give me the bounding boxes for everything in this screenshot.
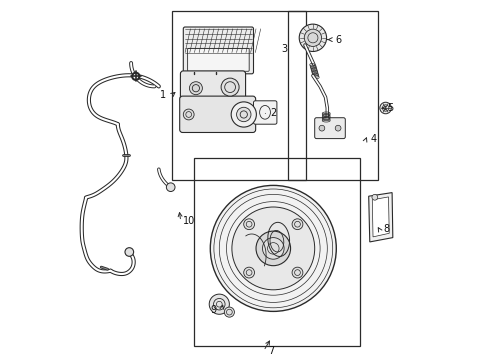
Text: 6: 6 <box>334 35 341 45</box>
Circle shape <box>166 183 175 192</box>
FancyBboxPatch shape <box>187 48 249 71</box>
Text: 8: 8 <box>383 224 389 234</box>
Text: 5: 5 <box>386 103 393 113</box>
Circle shape <box>210 185 336 311</box>
Text: 1: 1 <box>160 90 166 100</box>
Circle shape <box>231 102 256 127</box>
Polygon shape <box>371 197 388 237</box>
Circle shape <box>243 219 254 230</box>
Bar <box>287 11 377 180</box>
Polygon shape <box>368 193 392 242</box>
Circle shape <box>291 267 302 278</box>
Circle shape <box>189 82 202 95</box>
Text: 7: 7 <box>268 346 274 356</box>
Text: 2: 2 <box>270 108 276 118</box>
Text: 9: 9 <box>210 305 217 315</box>
Circle shape <box>236 107 250 122</box>
Circle shape <box>125 248 133 256</box>
Circle shape <box>231 207 314 290</box>
Circle shape <box>299 24 326 51</box>
Circle shape <box>243 267 254 278</box>
Circle shape <box>371 194 377 200</box>
Circle shape <box>209 294 229 314</box>
Circle shape <box>335 125 340 131</box>
Circle shape <box>132 73 139 80</box>
Circle shape <box>221 78 239 96</box>
Circle shape <box>183 109 194 120</box>
Circle shape <box>262 238 284 259</box>
Bar <box>172 11 305 180</box>
FancyBboxPatch shape <box>183 27 253 74</box>
Text: 10: 10 <box>182 216 194 226</box>
Circle shape <box>379 102 390 114</box>
Text: 4: 4 <box>370 134 376 144</box>
FancyBboxPatch shape <box>253 101 276 124</box>
FancyBboxPatch shape <box>180 71 245 104</box>
Circle shape <box>291 219 302 230</box>
Circle shape <box>256 231 290 266</box>
FancyBboxPatch shape <box>314 118 345 139</box>
Circle shape <box>224 307 234 317</box>
Text: 3: 3 <box>281 44 286 54</box>
FancyBboxPatch shape <box>179 96 255 132</box>
Bar <box>194 158 359 346</box>
Circle shape <box>304 29 321 46</box>
Circle shape <box>318 125 324 131</box>
